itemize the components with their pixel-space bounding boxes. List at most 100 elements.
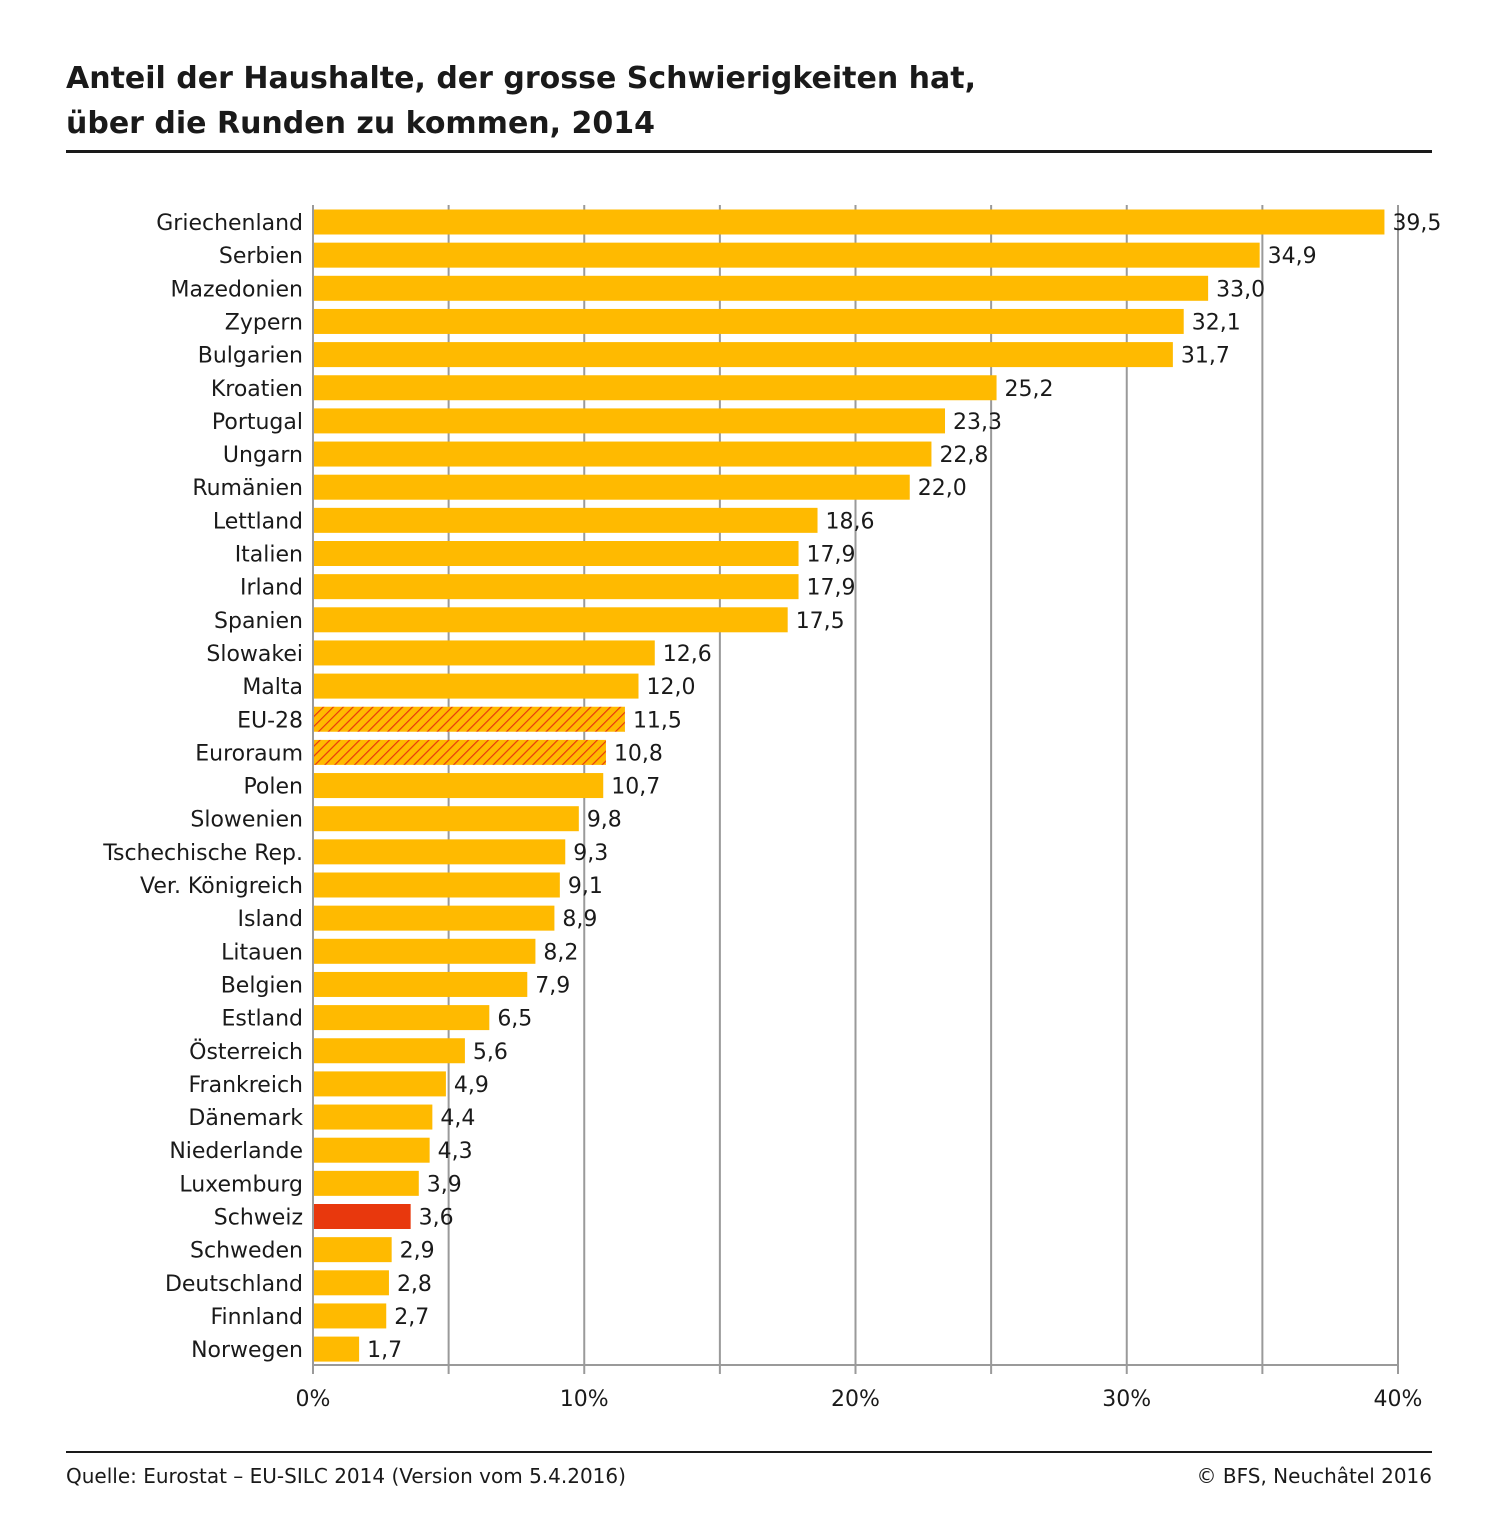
bar-lettland <box>313 507 818 533</box>
value-label: 2,9 <box>400 1239 435 1264</box>
category-label: Bulgarien <box>198 344 303 369</box>
bar-litauen <box>313 938 536 964</box>
bar-österreich <box>313 1038 465 1064</box>
category-label: Schweiz <box>214 1206 303 1231</box>
bar-ver-königreich <box>313 872 560 898</box>
bar-rumänien <box>313 474 910 500</box>
bar-schweden <box>313 1237 392 1263</box>
value-label: 6,5 <box>497 1007 532 1032</box>
bar-italien <box>313 541 799 566</box>
value-label: 7,9 <box>535 973 570 998</box>
value-label: 12,0 <box>647 675 696 700</box>
value-label: 25,2 <box>1005 377 1054 402</box>
category-label: Mazedonien <box>170 277 303 302</box>
chart-title: Anteil der Haushalte, der grosse Schwier… <box>66 56 1366 146</box>
value-label: 17,9 <box>807 543 856 568</box>
labels: 0% 10% 20% 30% 40% Griechenland 39,5 Serbien 34,… <box>102 211 1441 1412</box>
category-label: Finnland <box>210 1305 303 1330</box>
bar-mazedonien <box>313 275 1209 301</box>
value-label: 9,3 <box>573 841 608 866</box>
value-label: 9,8 <box>587 808 622 833</box>
bar-polen <box>313 773 604 799</box>
footer-divider <box>66 1451 1432 1453</box>
chart-title-line-2: über die Runden zu kommen, 2014 <box>66 106 655 141</box>
value-label: 10,8 <box>614 741 663 766</box>
axes <box>312 205 1399 1374</box>
title-divider <box>66 150 1432 153</box>
value-label: 22,8 <box>939 443 988 468</box>
value-label: 4,4 <box>440 1106 475 1131</box>
value-label: 8,2 <box>543 940 578 965</box>
bar-kroatien <box>313 375 997 401</box>
value-label: 10,7 <box>611 775 660 800</box>
category-label: Portugal <box>212 410 303 435</box>
value-label: 17,9 <box>807 576 856 601</box>
category-label: Spanien <box>214 609 303 634</box>
category-label: Island <box>238 907 303 932</box>
bars <box>313 209 1385 1362</box>
category-label: Luxemburg <box>179 1172 303 1197</box>
bar-island <box>313 905 555 931</box>
category-label: Deutschland <box>165 1272 303 1297</box>
category-label: Ungarn <box>223 443 303 468</box>
bar-estland <box>313 1005 490 1031</box>
chart-title-line-1: Anteil der Haushalte, der grosse Schwier… <box>66 61 977 96</box>
bar-deutschland <box>313 1270 389 1296</box>
category-label: Österreich <box>189 1039 303 1065</box>
value-label: 3,9 <box>427 1172 462 1197</box>
category-label: Estland <box>222 1007 304 1032</box>
x-tick-label: 30% <box>1102 1387 1151 1412</box>
category-label: Norwegen <box>191 1338 303 1363</box>
bar-niederlande <box>313 1137 430 1163</box>
value-label: 2,8 <box>397 1272 432 1297</box>
bar-belgien <box>313 971 528 997</box>
bar-slowenien <box>313 806 579 832</box>
value-label: 4,9 <box>454 1073 489 1098</box>
category-label: Zypern <box>225 310 303 335</box>
bar-schweiz <box>313 1204 411 1229</box>
value-label: 34,9 <box>1268 244 1317 269</box>
bar-eu-28 <box>313 706 625 732</box>
value-label: 11,5 <box>633 708 682 733</box>
copyright-note: © BFS, Neuchâtel 2016 <box>1196 1464 1432 1488</box>
category-label: Euroraum <box>195 741 303 766</box>
category-label: Belgien <box>221 973 303 998</box>
value-label: 32,1 <box>1192 310 1241 335</box>
category-label: Malta <box>242 675 303 700</box>
value-label: 4,3 <box>438 1139 473 1164</box>
bar-euroraum <box>313 739 606 765</box>
value-label: 2,7 <box>394 1305 429 1330</box>
x-tick-label: 20% <box>831 1387 880 1412</box>
category-label: Griechenland <box>156 211 303 236</box>
category-label: Lettland <box>213 509 303 534</box>
category-label: Italien <box>235 543 303 568</box>
value-label: 18,6 <box>826 509 875 534</box>
value-label: 23,3 <box>953 410 1002 435</box>
category-label: Irland <box>240 576 303 601</box>
bar-malta <box>313 673 639 699</box>
value-label: 22,0 <box>918 476 967 501</box>
x-tick-label: 40% <box>1374 1387 1423 1412</box>
bar-tschechische-rep- <box>313 839 566 865</box>
value-label: 9,1 <box>568 874 603 899</box>
value-label: 12,6 <box>663 642 712 667</box>
category-label: Dänemark <box>188 1106 303 1131</box>
value-label: 8,9 <box>562 907 597 932</box>
bar-slowakei <box>313 640 655 666</box>
value-label: 1,7 <box>367 1338 402 1363</box>
category-label: Serbien <box>219 244 303 269</box>
category-label: Rumänien <box>192 476 303 501</box>
x-tick-label: 0% <box>296 1387 331 1412</box>
value-label: 31,7 <box>1181 344 1230 369</box>
category-label: Kroatien <box>211 377 303 402</box>
category-label: Schweden <box>190 1239 303 1264</box>
value-label: 3,6 <box>419 1206 454 1231</box>
bar-irland <box>313 574 799 600</box>
bar-dänemark <box>313 1104 433 1130</box>
value-label: 17,5 <box>796 609 845 634</box>
value-label: 33,0 <box>1216 277 1265 302</box>
bar-zypern <box>313 308 1184 334</box>
source-note: Quelle: Eurostat – EU-SILC 2014 (Version… <box>66 1464 626 1488</box>
value-label: 39,5 <box>1392 211 1441 236</box>
